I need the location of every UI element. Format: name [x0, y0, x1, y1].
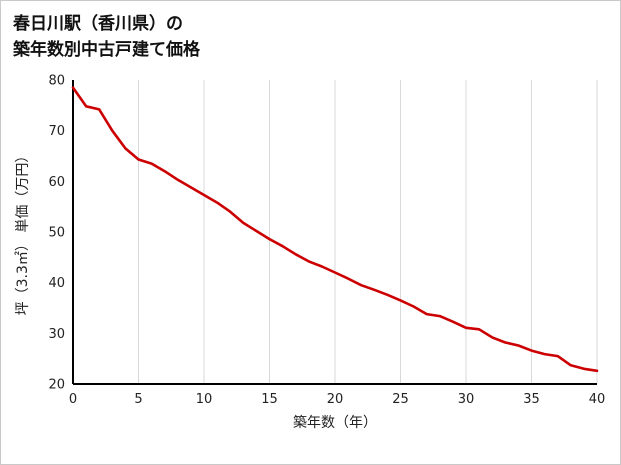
chart-canvas: 0 5 10 15 20 25 30 35 40 20 30 40 50 60 70 80 築年数（年） 坪（3.…	[15, 74, 606, 432]
y-axis-label: 坪（3.3㎡） 単価（万円）	[15, 149, 31, 316]
x-tick-label: 5	[134, 392, 142, 407]
y-tick-label: 30	[48, 327, 65, 342]
x-tick-label: 0	[69, 392, 77, 407]
x-tick-label: 25	[392, 392, 409, 407]
x-axis-label: 築年数（年）	[293, 415, 377, 431]
chart-title-line2: 築年数別中古戸建て価格	[13, 39, 200, 60]
x-tick-label: 35	[523, 392, 540, 407]
data-line	[71, 86, 599, 373]
y-tick-label: 40	[48, 276, 65, 291]
x-tick-label: 30	[458, 392, 475, 407]
x-tick-label: 15	[261, 392, 278, 407]
x-tick-label: 20	[327, 392, 344, 407]
chart-title-line1: 春日川駅（香川県）の	[13, 14, 183, 34]
x-tick-label: 40	[589, 392, 606, 407]
price-line-chart: 0 5 10 15 20 25 30 35 40 20 30 40 50 60 70 80 築年数（年） 坪（3.…	[1, 65, 620, 465]
x-tick-label: 10	[196, 392, 213, 407]
y-tick-label: 70	[48, 124, 65, 139]
y-tick-label: 80	[48, 74, 65, 89]
chart-title: 春日川駅（香川県）の 築年数別中古戸建て価格	[1, 1, 620, 65]
y-tick-label: 50	[48, 226, 65, 241]
y-tick-label: 60	[48, 175, 65, 190]
y-tick-label: 20	[48, 378, 65, 393]
